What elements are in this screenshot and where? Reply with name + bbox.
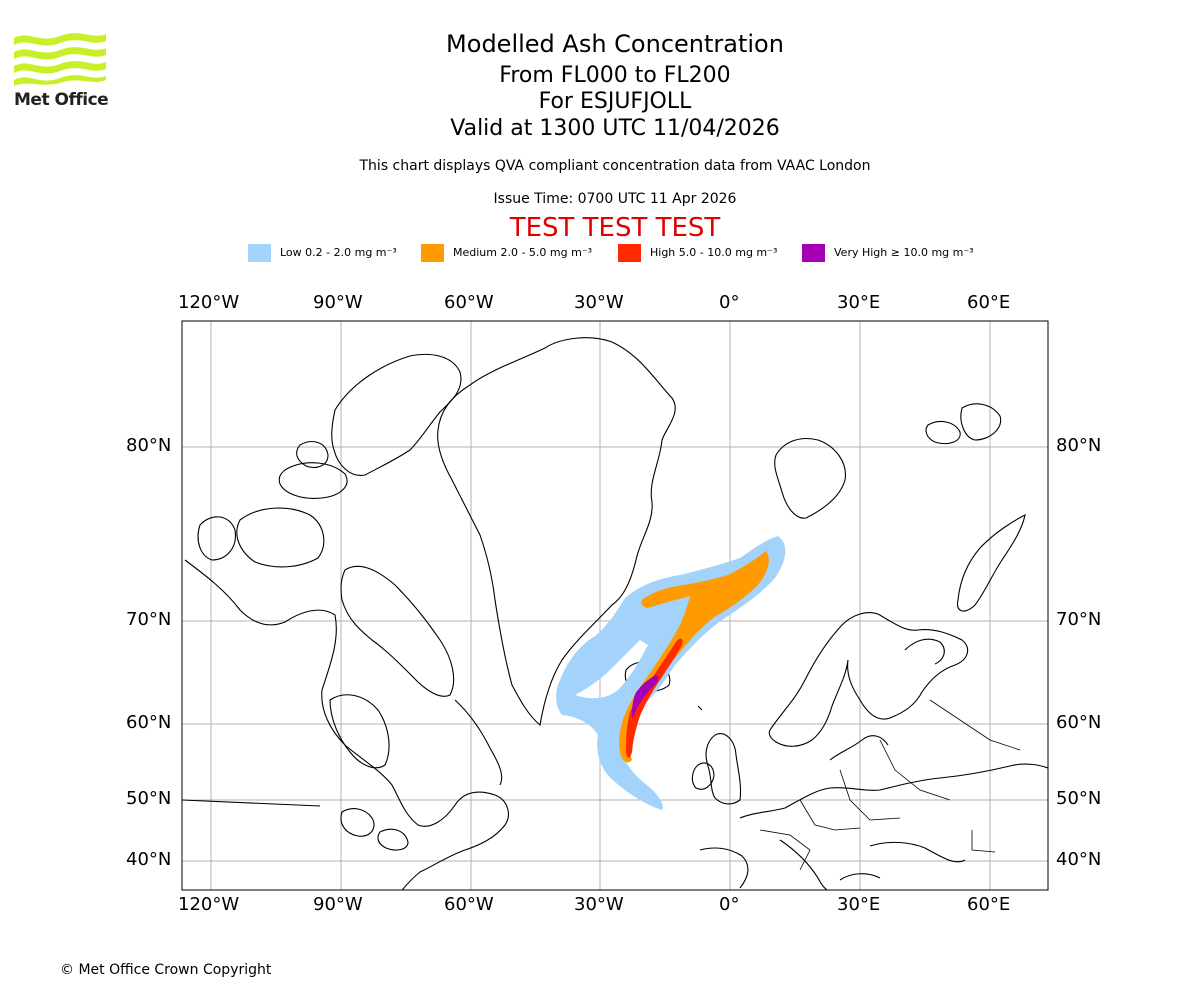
lon-label-top-30e: 30°E <box>837 292 881 313</box>
met-office-wordmark: Met Office <box>14 90 109 110</box>
lat-label-left-60n: 60°N <box>126 712 172 733</box>
lat-label-right-50n: 50°N <box>1056 788 1102 809</box>
legend-label-low: Low 0.2 - 2.0 mg m⁻³ <box>280 246 397 259</box>
lat-label-right-70n: 70°N <box>1056 609 1102 630</box>
lon-label-top-60e: 60°E <box>967 292 1011 313</box>
lat-label-left-40n: 40°N <box>126 849 172 870</box>
lat-label-left-70n: 70°N <box>126 609 172 630</box>
lon-label-bottom-60w: 60°W <box>444 894 494 915</box>
lon-label-top-60w: 60°W <box>444 292 494 313</box>
chart-title: Modelled Ash Concentration <box>446 30 784 58</box>
legend-label-high: High 5.0 - 10.0 mg m⁻³ <box>650 246 778 259</box>
lat-label-right-40n: 40°N <box>1056 849 1102 870</box>
faroe-coast <box>697 705 703 711</box>
svalbard-coast <box>774 437 846 519</box>
victoria-island-coast <box>236 507 325 568</box>
white-sea-coast <box>904 638 945 665</box>
banks-island-coast <box>197 516 236 561</box>
devon-island-coast <box>278 462 348 499</box>
country-borders <box>759 699 1021 871</box>
ireland-coast <box>691 762 715 790</box>
lon-label-bottom-30e: 30°E <box>837 894 881 915</box>
axel-heiberg-coast <box>296 441 329 469</box>
coastlines <box>182 337 1048 890</box>
ash-high-area <box>626 638 683 758</box>
lon-label-bottom-30w: 30°W <box>574 894 624 915</box>
lat-label-left-80n: 80°N <box>126 435 172 456</box>
lon-label-bottom-60e: 60°E <box>967 894 1011 915</box>
baltic-coast <box>829 735 889 761</box>
greenland-coast <box>437 337 676 727</box>
lat-label-right-60n: 60°N <box>1056 712 1102 733</box>
test-banner: TEST TEST TEST <box>509 213 721 243</box>
europe-coast <box>699 763 1048 890</box>
flight-levels: From FL000 to FL200 <box>499 63 731 88</box>
lon-label-bottom-120w: 120°W <box>178 894 240 915</box>
legend-label-medium: Medium 2.0 - 5.0 mg m⁻³ <box>453 246 593 259</box>
legend-swatch-very-high <box>802 244 825 262</box>
legend-label-very-high: Very High ≥ 10.0 mg m⁻³ <box>834 246 974 259</box>
valid-time: Valid at 1300 UTC 11/04/2026 <box>450 116 780 141</box>
volcano-name: For ESJUFJOLL <box>538 89 692 114</box>
ash-contours <box>556 536 786 810</box>
met-office-logo <box>14 33 106 86</box>
legend-swatch-high <box>618 244 641 262</box>
novaya-zemlya-coast <box>956 514 1026 612</box>
lon-label-top-90w: 90°W <box>313 292 363 313</box>
map-content <box>182 321 1048 890</box>
lon-label-bottom-90w: 90°W <box>313 894 363 915</box>
great-britain-coast <box>705 733 742 805</box>
scandinavia-coast <box>768 612 969 747</box>
ash-medium-area <box>619 551 769 763</box>
qva-note: This chart displays QVA compliant concen… <box>359 158 871 174</box>
baffin-coast <box>340 565 455 697</box>
north-america-coast <box>182 559 509 890</box>
map-frame <box>181 320 1049 891</box>
franz-josef-coast <box>925 403 1002 445</box>
issue-time: Issue Time: 0700 UTC 11 Apr 2026 <box>493 191 737 207</box>
gridlines <box>182 321 1048 890</box>
lon-label-top-120w: 120°W <box>178 292 240 313</box>
lat-label-right-80n: 80°N <box>1056 435 1102 456</box>
ash-very-high-area <box>631 675 659 718</box>
copyright: © Met Office Crown Copyright <box>60 962 272 978</box>
ellesmere-coast <box>331 353 462 476</box>
lat-label-left-50n: 50°N <box>126 788 172 809</box>
lon-label-top-30w: 30°W <box>574 292 624 313</box>
hudson-bay-coast <box>329 694 390 769</box>
lon-label-bottom-0: 0° <box>719 894 740 915</box>
legend-swatch-low <box>248 244 271 262</box>
great-lakes-coast <box>340 808 409 851</box>
lon-label-top-0: 0° <box>719 292 740 313</box>
labrador-coast <box>454 699 503 786</box>
legend-swatch-medium <box>421 244 444 262</box>
